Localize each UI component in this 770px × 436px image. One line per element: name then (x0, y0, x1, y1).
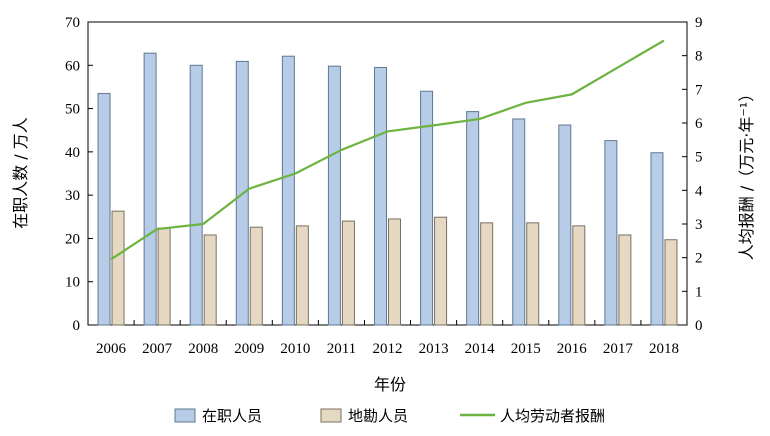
left-tick-label-20: 20 (65, 231, 80, 247)
right-tick-label-7: 7 (695, 82, 703, 98)
bar-在职人员-2012 (374, 66, 387, 326)
bar-地勘人员-2011 (341, 220, 355, 326)
bar-在职人员-2011 (327, 65, 341, 326)
bar-地勘人员-2014 (480, 222, 494, 326)
right-tick-label-5: 5 (695, 150, 703, 166)
x-tick-label-2016: 2016 (557, 341, 588, 357)
legend: 在职人员 地勘人员 人均劳动者报酬 (174, 407, 605, 425)
right-tick-label-0: 0 (695, 318, 703, 334)
bar-在职人员-2006 (97, 92, 111, 326)
legend-label-地勘人员: 地勘人员 (348, 407, 408, 425)
bar-在职人员-2016 (558, 124, 572, 326)
x-tick-label-2010: 2010 (280, 341, 310, 357)
bar-地勘人员-2013 (434, 216, 448, 326)
legend-label-人均劳动者报酬: 人均劳动者报酬 (500, 407, 605, 425)
bar-地勘人员-2006 (111, 210, 125, 326)
left-tick-label-70: 70 (65, 15, 80, 31)
legend-swatch-在职人员 (174, 408, 196, 423)
bar-在职人员-2008 (189, 64, 203, 326)
bar-在职人员-2014 (466, 111, 480, 326)
left-axis-title: 在职人数 / 万人 (11, 117, 30, 229)
bar-在职人员-2013 (420, 90, 434, 326)
left-tick-label-30: 30 (65, 188, 80, 204)
right-tick-label-8: 8 (695, 49, 703, 65)
left-tick-label-0: 0 (73, 318, 81, 334)
plot-border (87, 21, 688, 326)
x-tick-label-2018: 2018 (649, 341, 679, 357)
left-tick-label-60: 60 (65, 58, 80, 74)
x-tick-label-2006: 2006 (96, 341, 127, 357)
legend-label-在职人员: 在职人员 (202, 407, 262, 425)
bar-地勘人员-2017 (618, 234, 632, 326)
bar-地勘人员-2008 (203, 234, 217, 326)
plot-frame (87, 21, 688, 326)
bar-在职人员-2010 (281, 55, 295, 326)
bar-地勘人员-2010 (295, 225, 309, 326)
x-tick-label-2008: 2008 (188, 341, 218, 357)
line-layer (110, 39, 665, 261)
line-人均劳动者报酬 (110, 39, 665, 261)
x-tick-label-2012: 2012 (373, 341, 403, 357)
right-axis: 0 1 2 3 4 5 6 7 8 9 (682, 15, 703, 334)
right-tick-label-3: 3 (695, 217, 703, 233)
right-tick-label-4: 4 (695, 183, 703, 199)
bar-地勘人员-2012 (388, 218, 401, 326)
left-tick-label-10: 10 (65, 275, 80, 291)
right-tick-label-2: 2 (695, 251, 703, 267)
bars (97, 52, 678, 326)
right-tick-label-9: 9 (695, 15, 703, 31)
x-axis-title: 年份 (374, 375, 406, 394)
bar-在职人员-2018 (650, 152, 664, 326)
x-axis: 2006 2007 2008 2009 2010 2011 2012 2013 2014 2015… (87, 320, 688, 357)
x-tick-label-2014: 2014 (465, 341, 496, 357)
bar-在职人员-2017 (604, 140, 618, 326)
right-tick-label-6: 6 (695, 116, 703, 132)
left-tick-label-50: 50 (65, 102, 80, 118)
right-axis-title: 人均报酬 /（万元·年⁻¹） (737, 86, 756, 260)
x-tick-label-2017: 2017 (603, 341, 634, 357)
x-tick-label-2015: 2015 (511, 341, 541, 357)
left-tick-label-40: 40 (65, 145, 80, 161)
bar-地勘人员-2015 (526, 222, 540, 326)
bar-地勘人员-2016 (572, 225, 586, 326)
x-tick-label-2007: 2007 (142, 341, 173, 357)
x-tick-label-2011: 2011 (327, 341, 356, 357)
bar-在职人员-2015 (512, 118, 526, 326)
x-tick-label-2013: 2013 (419, 341, 449, 357)
bar-地勘人员-2018 (664, 239, 678, 326)
x-tick-label-2009: 2009 (234, 341, 264, 357)
legend-swatch-地勘人员 (320, 408, 342, 423)
bar-地勘人员-2007 (157, 227, 171, 326)
bar-在职人员-2007 (143, 52, 157, 326)
left-axis: 0 10 20 30 40 50 60 70 (65, 15, 93, 334)
bar-地勘人员-2009 (249, 226, 263, 326)
right-tick-label-1: 1 (695, 284, 703, 300)
